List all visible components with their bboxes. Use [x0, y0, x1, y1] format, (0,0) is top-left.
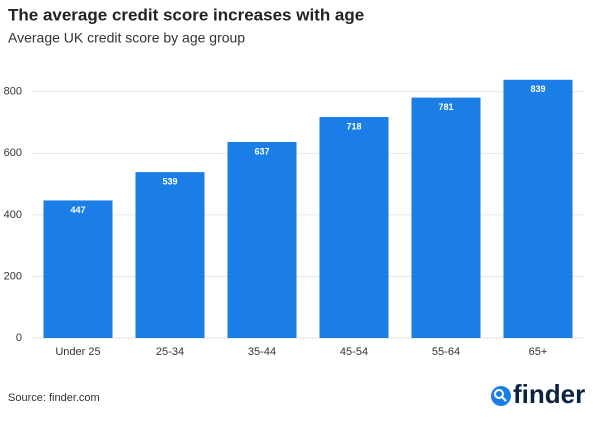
x-tick-label: 65+ [529, 346, 548, 358]
chart-title: The average credit score increases with … [8, 5, 364, 24]
source: Source: finder.com [8, 392, 100, 404]
bar [503, 79, 573, 338]
data-label: 839 [530, 84, 545, 94]
data-label: 781 [438, 102, 453, 112]
y-tick-label: 800 [4, 86, 22, 98]
data-label: 718 [346, 121, 361, 131]
x-tick-label: 35-44 [248, 346, 276, 358]
data-label: 637 [254, 146, 269, 156]
x-tick-label: Under 25 [55, 346, 100, 358]
bar [135, 172, 205, 338]
data-label: 447 [70, 205, 85, 215]
logo: finder [513, 379, 585, 409]
y-tick-label: 400 [4, 209, 22, 221]
y-tick-label: 0 [16, 332, 22, 344]
x-tick-label: 25-34 [156, 346, 184, 358]
x-tick-label: 55-64 [432, 346, 460, 358]
bar [227, 141, 297, 338]
bar [411, 97, 481, 339]
y-tick-label: 200 [4, 270, 22, 282]
y-tick-label: 600 [4, 147, 22, 159]
bar [319, 117, 389, 338]
x-tick-label: 45-54 [340, 346, 368, 358]
bar [43, 200, 113, 338]
chart-subtitle: Average UK credit score by age group [8, 30, 245, 46]
logo-icon [491, 386, 511, 406]
data-label: 539 [162, 176, 177, 186]
